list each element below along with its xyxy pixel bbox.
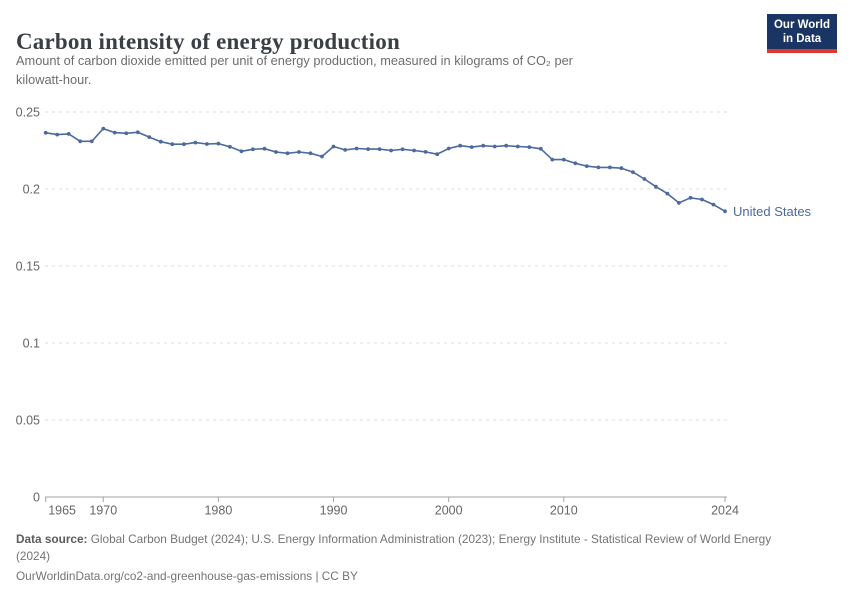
data-point[interactable]: [135, 130, 140, 135]
data-point[interactable]: [550, 157, 555, 162]
data-point[interactable]: [377, 147, 382, 152]
citation-line: OurWorldinData.org/co2-and-greenhouse-ga…: [16, 569, 358, 583]
chart-svg[interactable]: 0 0.05 0.1 0.15 0.2 0.25 1965 1970 1980 1990 2000 2…: [0, 0, 850, 530]
data-point[interactable]: [423, 150, 428, 154]
data-point[interactable]: [216, 141, 221, 146]
data-point[interactable]: [78, 139, 83, 144]
data-point[interactable]: [366, 147, 370, 152]
data-point[interactable]: [458, 143, 463, 148]
y-axis-tick-label: 0.1: [23, 337, 40, 351]
data-point[interactable]: [412, 148, 416, 153]
data-point[interactable]: [573, 161, 578, 166]
data-point[interactable]: [389, 148, 393, 153]
data-point[interactable]: [538, 146, 543, 151]
data-point[interactable]: [492, 144, 497, 149]
data-point[interactable]: [688, 195, 693, 200]
data-point[interactable]: [285, 151, 290, 156]
x-axis-tick-label: 2000: [435, 504, 463, 518]
x-axis-tick-label: 1965: [48, 504, 76, 518]
data-point[interactable]: [608, 165, 612, 170]
y-axis-tick-label: 0.05: [16, 414, 40, 428]
data-point[interactable]: [147, 135, 152, 140]
data-point[interactable]: [55, 132, 60, 137]
data-point[interactable]: [297, 150, 301, 154]
page-title: Carbon intensity of energy production: [16, 29, 400, 55]
chart-subtitle-line2: kilowatt-hour.: [16, 72, 92, 87]
data-point[interactable]: [331, 144, 336, 149]
chart-subtitle: Amount of carbon dioxide emitted per uni…: [16, 51, 706, 89]
data-point[interactable]: [239, 149, 244, 154]
data-point[interactable]: [619, 166, 624, 171]
x-axis-tick-label: 2010: [550, 504, 578, 518]
data-point[interactable]: [446, 146, 451, 151]
data-point[interactable]: [205, 142, 209, 146]
data-point[interactable]: [89, 139, 94, 144]
series-line[interactable]: [45, 127, 726, 212]
series-entity-label: United States: [733, 204, 812, 219]
data-point[interactable]: [193, 140, 198, 145]
data-point[interactable]: [308, 151, 313, 156]
owid-logo[interactable]: Our World in Data: [767, 14, 837, 53]
data-point[interactable]: [711, 202, 716, 207]
data-source-label: Data source:: [16, 532, 88, 546]
data-point[interactable]: [527, 145, 532, 150]
data-point[interactable]: [274, 150, 278, 154]
data-point[interactable]: [654, 184, 658, 189]
chart-subtitle-line1: Amount of carbon dioxide emitted per uni…: [16, 53, 573, 68]
x-axis-tick-label: 1990: [320, 504, 348, 518]
data-point[interactable]: [481, 143, 486, 148]
data-point[interactable]: [251, 147, 255, 152]
data-point[interactable]: [66, 132, 71, 136]
data-point[interactable]: [584, 164, 589, 169]
y-axis-tick-label: 0.2: [23, 183, 40, 197]
y-axis-tick-label: 0.25: [16, 106, 40, 120]
y-axis-tick-label: 0.15: [16, 260, 40, 274]
y-axis-tick-label: 0: [33, 491, 40, 505]
data-point[interactable]: [642, 177, 647, 181]
data-point[interactable]: [469, 145, 474, 150]
data-point[interactable]: [320, 154, 324, 159]
data-point[interactable]: [124, 131, 129, 136]
data-point[interactable]: [561, 157, 566, 162]
data-point[interactable]: [723, 209, 727, 214]
data-source-note: Data source: Global Carbon Budget (2024)…: [16, 531, 800, 565]
data-point[interactable]: [665, 191, 670, 196]
owid-logo-line2: in Data: [782, 33, 822, 45]
data-point[interactable]: [504, 143, 509, 148]
data-point[interactable]: [158, 139, 163, 144]
data-point[interactable]: [631, 170, 635, 175]
x-axis-tick-label: 1970: [89, 504, 117, 518]
data-point[interactable]: [43, 130, 48, 135]
data-point[interactable]: [435, 152, 440, 157]
line-chart[interactable]: 0 0.05 0.1 0.15 0.2 0.25 1965 1970 1980 1990 2000 2…: [0, 0, 850, 530]
x-axis-tick-label: 2024: [711, 504, 739, 518]
data-point[interactable]: [112, 130, 117, 135]
data-point[interactable]: [170, 142, 175, 147]
data-point[interactable]: [515, 144, 520, 149]
data-point[interactable]: [677, 201, 681, 205]
data-point[interactable]: [262, 146, 267, 151]
data-point[interactable]: [354, 146, 359, 151]
data-point[interactable]: [101, 126, 106, 131]
data-point[interactable]: [400, 147, 405, 152]
x-axis-tick-label: 1980: [204, 504, 232, 518]
data-source-text: Global Carbon Budget (2024); U.S. Energy…: [16, 532, 772, 563]
owid-logo-line1: Our World: [773, 19, 830, 31]
data-point[interactable]: [700, 197, 704, 202]
data-point[interactable]: [596, 165, 601, 170]
data-point[interactable]: [182, 142, 186, 147]
data-point[interactable]: [343, 148, 347, 152]
data-point[interactable]: [228, 144, 232, 149]
